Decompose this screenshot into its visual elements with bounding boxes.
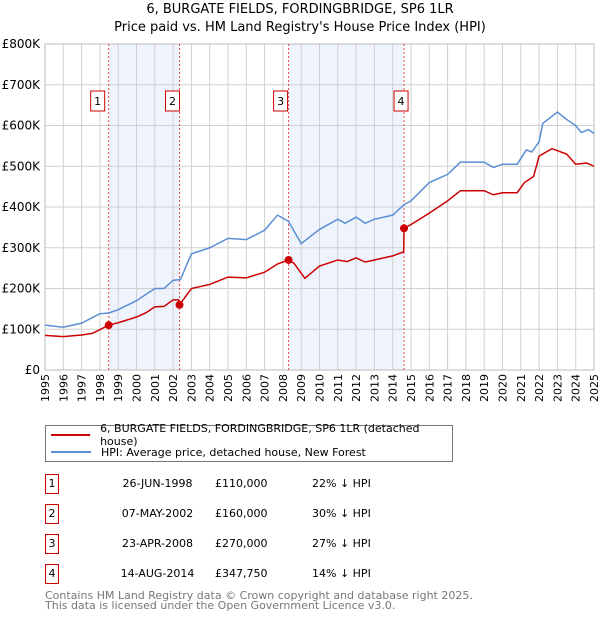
y-tick-label: £300K	[2, 241, 42, 255]
y-tick-label: £100K	[2, 322, 42, 336]
sale-hpi-diff: 30% ↓ HPI	[312, 507, 371, 520]
x-tick-label: 2017	[442, 374, 455, 402]
x-tick-label: 2011	[332, 374, 345, 402]
sale-label-box	[273, 90, 289, 112]
x-tick-label: 2005	[222, 374, 235, 402]
x-tick-label: 2001	[149, 374, 162, 402]
x-tick-label: 2008	[277, 374, 290, 402]
x-tick-label: 2002	[167, 374, 180, 402]
sale-point	[175, 300, 184, 309]
y-tick-label: £800K	[2, 37, 42, 51]
sale-row: 3 23-APR-2008 £270,000 27% ↓ HPI	[45, 534, 465, 556]
y-tick-label: £200K	[2, 282, 42, 296]
x-tick-label: 2004	[204, 374, 217, 402]
sale-point	[284, 255, 293, 264]
sale-price: £110,000	[215, 477, 268, 490]
x-tick-label: 2025	[588, 374, 600, 402]
legend-property-swatch	[51, 434, 91, 436]
sale-date: 26-JUN-1998	[122, 477, 193, 490]
property-price-line	[44, 147, 595, 338]
x-tick-label: 1999	[112, 374, 125, 402]
legend-property-label: 6, BURGATE FIELDS, FORDINGBRIDGE, SP6 1L…	[100, 422, 420, 448]
legend-hpi-swatch	[51, 451, 91, 453]
x-tick-label: 1995	[39, 374, 52, 402]
price-chart: 1995 1996 1997 1998 1999 2000 2001 2002 2003 2004…	[2, 37, 600, 402]
x-tick-label: 2000	[131, 374, 144, 402]
sale-number-badge: 2	[45, 504, 59, 524]
hpi-line	[44, 111, 595, 328]
x-tick-label: 2010	[314, 374, 327, 402]
sale-date: 07-MAY-2002	[121, 507, 194, 520]
sale-label-box	[90, 90, 106, 112]
x-tick-label: 2007	[259, 374, 272, 402]
x-tick-label: 2020	[497, 374, 510, 402]
sale-price: £160,000	[215, 507, 268, 520]
sale-number-badge: 1	[45, 474, 59, 494]
sale-row: 4 14-AUG-2014 £347,750 14% ↓ HPI	[45, 564, 465, 586]
x-tick-label: 1998	[94, 374, 107, 402]
x-tick-label: 2014	[387, 374, 400, 402]
footer-licence: This data is licensed under the Open Gov…	[45, 599, 396, 612]
x-tick-label: 2019	[478, 374, 491, 402]
plot-frame	[44, 43, 595, 371]
y-tick-label: £400K	[2, 200, 42, 214]
sale-hpi-diff: 14% ↓ HPI	[312, 567, 371, 580]
footer-copyright: Contains HM Land Registry data © Crown c…	[45, 589, 473, 602]
sale-label-number: 3	[277, 95, 284, 108]
sale-label-number: 4	[398, 95, 405, 108]
sale-hpi-diff: 27% ↓ HPI	[312, 537, 371, 550]
sale-label-number: 1	[94, 95, 101, 108]
y-tick-label: £600K	[2, 119, 42, 133]
sale-label-box	[165, 90, 181, 112]
sale-point	[400, 224, 409, 233]
x-tick-label: 2015	[405, 374, 418, 402]
sale-label-box	[393, 90, 409, 112]
sale-point	[104, 321, 113, 330]
sale-price: £270,000	[215, 537, 268, 550]
x-tick-label: 2006	[240, 374, 253, 402]
sale-row: 1 26-JUN-1998 £110,000 22% ↓ HPI	[45, 474, 465, 496]
sale-date: 23-APR-2008	[121, 537, 194, 550]
sale-price: £347,750	[215, 567, 268, 580]
y-tick-label: £500K	[2, 159, 42, 173]
sale-number-badge: 3	[45, 534, 59, 554]
sale-label-number: 2	[169, 95, 176, 108]
x-tick-label: 1996	[57, 374, 70, 402]
chart-subtitle: Price paid vs. HM Land Registry's House …	[114, 20, 486, 35]
y-tick-label: £700K	[2, 78, 42, 92]
x-tick-label: 2003	[185, 374, 198, 402]
x-tick-label: 2012	[350, 374, 363, 402]
sale-hpi-diff: 22% ↓ HPI	[312, 477, 371, 490]
x-tick-label: 2021	[515, 374, 528, 402]
x-tick-label: 1997	[76, 374, 89, 402]
legend: 6, BURGATE FIELDS, FORDINGBRIDGE, SP6 1L…	[45, 422, 453, 462]
x-tick-label: 2013	[368, 374, 381, 402]
x-tick-label: 2022	[533, 374, 546, 402]
sale-date: 14-AUG-2014	[120, 567, 195, 580]
sale-number-badge: 4	[45, 564, 59, 584]
x-tick-label: 2023	[551, 374, 564, 402]
chart-title: 6, BURGATE FIELDS, FORDINGBRIDGE, SP6 1L…	[146, 2, 454, 17]
x-tick-label: 2018	[460, 374, 473, 402]
y-tick-label: £0	[25, 363, 40, 377]
x-tick-label: 2009	[295, 374, 308, 402]
x-tick-label: 2016	[423, 374, 436, 402]
legend-hpi-label: HPI: Average price, detached house, New …	[101, 445, 366, 459]
sale-row: 2 07-MAY-2002 £160,000 30% ↓ HPI	[45, 504, 465, 526]
x-tick-label: 2024	[570, 374, 583, 402]
